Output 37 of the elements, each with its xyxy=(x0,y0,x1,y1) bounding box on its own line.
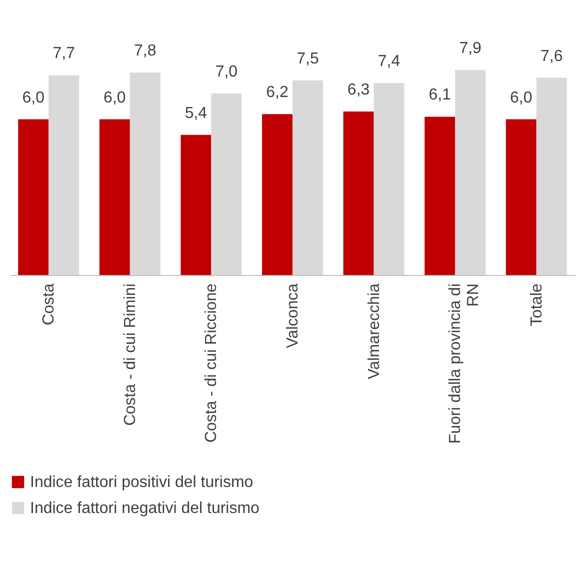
bar xyxy=(130,72,160,275)
data-label: 7,7 xyxy=(52,45,76,62)
data-label: 6,1 xyxy=(428,86,452,104)
bar xyxy=(48,75,80,275)
x-tick-label: Valmarecchia xyxy=(366,283,383,380)
bar xyxy=(455,70,486,275)
data-label: 7,4 xyxy=(378,52,400,70)
x-tick-label: Costa - di cui Riccione xyxy=(203,283,220,443)
bar xyxy=(262,114,292,275)
bar xyxy=(536,78,567,275)
bar xyxy=(180,134,212,275)
data-label: 6,0 xyxy=(104,89,126,106)
bar xyxy=(18,119,49,275)
data-label: 6,0 xyxy=(22,89,45,106)
data-label: 7,8 xyxy=(134,42,156,60)
data-label: 5,4 xyxy=(184,104,208,122)
x-tick-label: Totale xyxy=(528,283,546,326)
data-label: 6,2 xyxy=(266,84,288,102)
x-tick-label: Fuori dalla provincia di RN xyxy=(447,284,482,444)
bar xyxy=(292,80,323,275)
bar xyxy=(374,82,404,275)
data-label: 7,9 xyxy=(459,40,482,57)
legend-label: Indice fattori positivi del turismo xyxy=(30,474,254,491)
bar xyxy=(506,119,536,275)
data-label: 7,0 xyxy=(215,63,238,80)
data-label: 6,0 xyxy=(510,89,532,106)
bar xyxy=(211,93,242,275)
bar xyxy=(424,116,456,275)
x-tick-label: Valconca xyxy=(284,283,302,348)
bar xyxy=(343,112,374,275)
x-tick-label: Costa - di cui Rimini xyxy=(122,284,139,426)
legend-label: Indice fattori negativi del turismo xyxy=(30,500,260,517)
x-tick-label: Costa xyxy=(40,283,58,326)
bar xyxy=(99,119,130,275)
data-label: 7,6 xyxy=(540,48,563,65)
data-label: 6,3 xyxy=(347,82,370,99)
data-label: 7,5 xyxy=(296,50,319,68)
